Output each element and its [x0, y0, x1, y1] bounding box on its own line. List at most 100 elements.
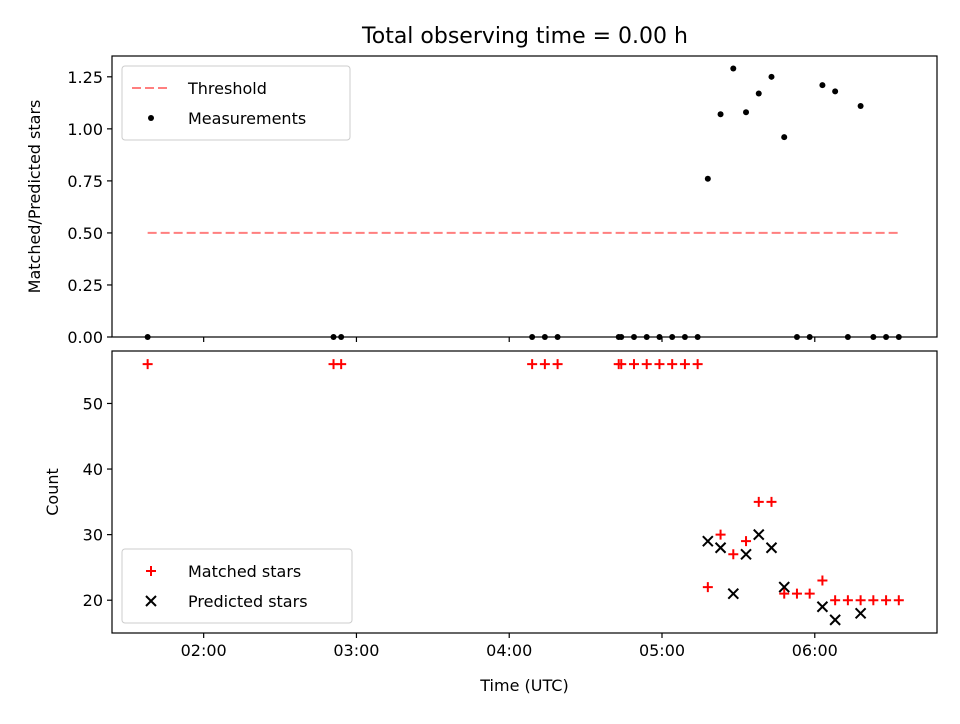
top-ytick-label: 0.25	[67, 276, 103, 295]
top-axes-frame	[111, 55, 938, 338]
bottom-ytick-label: 40	[83, 460, 103, 479]
measurements-point	[793, 334, 800, 340]
predicted-stars-point	[702, 535, 714, 547]
matched-stars-point	[142, 359, 153, 370]
measurements-point	[755, 90, 762, 97]
bottom-ytick-label: 30	[83, 526, 103, 545]
measurements-point	[669, 334, 676, 340]
predicted-stars-point	[727, 587, 740, 600]
matched-stars-point	[753, 496, 764, 507]
top-legend: Threshold Measurements	[121, 65, 351, 141]
predicted-stars-point	[753, 528, 765, 541]
matched-stars-point	[842, 595, 853, 606]
top-ytick-label: 0.50	[67, 224, 103, 243]
measurements-point	[704, 175, 711, 182]
bottom-xtick-label: 02:00	[181, 641, 227, 660]
measurements-point	[819, 82, 826, 89]
measurements-point	[781, 134, 788, 141]
measurements-point	[656, 334, 663, 340]
matched-stars-point	[855, 595, 866, 606]
bottom-panel: 20 30 40 50 02:00 03:00 04:00 05:00 06:00 Count Ti…	[43, 350, 938, 695]
measurements-point	[643, 334, 650, 340]
matched-stars-point	[527, 359, 538, 370]
measurements-point	[883, 334, 890, 340]
top-legend-box	[121, 65, 351, 141]
matched-stars-point	[830, 595, 841, 606]
measurements-point	[694, 334, 701, 340]
top-ytick-label: 1.00	[67, 120, 103, 139]
measurements-point	[730, 65, 737, 72]
predicted-stars-point	[854, 607, 867, 620]
matched-stars-point	[728, 549, 739, 560]
measurements-legend-label: Measurements	[188, 109, 306, 128]
measurements-point	[870, 334, 877, 340]
measurements-point	[618, 334, 625, 340]
bottom-xlabel: Time (UTC)	[479, 676, 568, 695]
predicted-stars-point	[778, 581, 790, 593]
predicted-stars-point	[829, 614, 841, 626]
matched-stars-point	[539, 359, 550, 370]
top-points	[144, 65, 902, 340]
measurements-point	[857, 102, 864, 109]
bottom-xtick-label: 03:00	[333, 641, 379, 660]
matched-stars-point	[702, 582, 713, 593]
matched-stars-legend-label: Matched stars	[188, 562, 301, 581]
matched-stars-point	[628, 359, 639, 370]
bottom-xtick-label: 04:00	[486, 641, 532, 660]
chart-title: Total observing time = 0.00 h	[361, 24, 688, 49]
matched-stars-point	[654, 359, 665, 370]
predicted-stars-point	[740, 548, 752, 561]
matched-stars-point	[779, 588, 790, 599]
measurements-point	[844, 334, 851, 340]
measurements-point	[832, 88, 839, 95]
matched-stars-point	[552, 359, 563, 370]
measurements-point	[144, 334, 151, 340]
measurements-point	[630, 334, 637, 340]
measurements-legend-swatch	[148, 115, 154, 121]
matched-stars-point	[336, 359, 347, 370]
predicted-stars-legend-label: Predicted stars	[188, 592, 308, 611]
bottom-axes-frame	[111, 350, 938, 634]
measurements-point	[806, 334, 813, 340]
predicted-stars-point	[765, 542, 778, 554]
bottom-ytick-label: 20	[83, 591, 103, 610]
measurements-point	[681, 334, 688, 340]
bottom-points	[142, 359, 904, 626]
matched-stars-point	[679, 359, 690, 370]
top-ytick-label: 1.25	[67, 68, 103, 87]
bottom-xtick-label: 06:00	[792, 641, 838, 660]
matched-stars-point	[715, 529, 726, 540]
top-ytick-label: 0.75	[67, 172, 103, 191]
bottom-ylabel: Count	[43, 468, 62, 516]
measurements-point	[743, 109, 750, 116]
bottom-xtick-label: 05:00	[639, 641, 685, 660]
measurements-point	[768, 73, 775, 80]
measurements-point	[529, 334, 536, 340]
matched-stars-legend-swatch	[146, 566, 156, 576]
predicted-stars-legend-swatch	[145, 595, 157, 607]
top-ytick-label: 0.00	[67, 328, 103, 347]
threshold-legend-label: Threshold	[187, 79, 267, 98]
bottom-ytick-label: 50	[83, 394, 103, 413]
matched-stars-point	[667, 359, 678, 370]
matched-stars-point	[804, 588, 815, 599]
matched-stars-point	[817, 575, 828, 586]
measurements-point	[541, 334, 548, 340]
matched-stars-point	[868, 595, 879, 606]
matched-stars-point	[616, 359, 627, 370]
matched-stars-point	[766, 496, 777, 507]
matched-stars-point	[641, 359, 652, 370]
predicted-stars-point	[816, 601, 829, 613]
measurements-point	[717, 111, 724, 118]
matched-stars-point	[881, 595, 892, 606]
matched-stars-point	[741, 536, 752, 547]
measurements-point	[895, 334, 902, 340]
bottom-legend-box	[121, 548, 353, 624]
matched-stars-point	[692, 359, 703, 370]
matched-stars-point	[893, 595, 904, 606]
matched-stars-point	[791, 588, 802, 599]
measurements-point	[330, 334, 337, 340]
bottom-legend: Matched stars Predicted stars	[121, 548, 353, 624]
